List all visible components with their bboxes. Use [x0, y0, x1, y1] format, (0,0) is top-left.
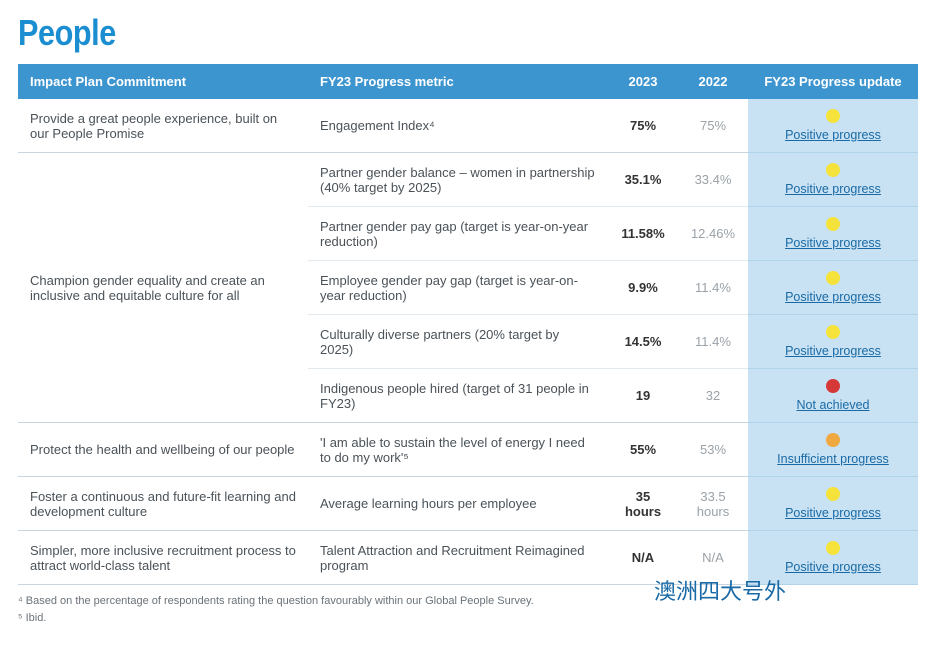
col-update: FY23 Progress update	[748, 64, 918, 99]
status-dot-icon	[826, 433, 840, 447]
status-link[interactable]: Positive progress	[785, 560, 881, 574]
col-metric: FY23 Progress metric	[308, 64, 608, 99]
value-2022: 32	[678, 369, 748, 423]
table-header-row: Impact Plan Commitment FY23 Progress met…	[18, 64, 918, 99]
value-2022: 75%	[678, 99, 748, 153]
status-link[interactable]: Positive progress	[785, 236, 881, 250]
value-2023: 35hours	[608, 477, 678, 531]
table-row: Provide a great people experience, built…	[18, 99, 918, 153]
progress-update-cell: Positive progress	[748, 99, 918, 153]
metric-cell: Indigenous people hired (target of 31 pe…	[308, 369, 608, 423]
footnote: ⁵ Ibid.	[18, 610, 918, 627]
commitment-cell: Protect the health and wellbeing of our …	[18, 423, 308, 477]
status-link[interactable]: Not achieved	[797, 398, 870, 412]
status-dot-icon	[826, 271, 840, 285]
table-row: Protect the health and wellbeing of our …	[18, 423, 918, 477]
value-2022: 12.46%	[678, 207, 748, 261]
col-2022: 2022	[678, 64, 748, 99]
status-dot-icon	[826, 109, 840, 123]
metric-cell: Employee gender pay gap (target is year-…	[308, 261, 608, 315]
col-2023: 2023	[608, 64, 678, 99]
status-link[interactable]: Positive progress	[785, 128, 881, 142]
value-2023: 9.9%	[608, 261, 678, 315]
progress-update-cell: Positive progress	[748, 477, 918, 531]
value-2023: 55%	[608, 423, 678, 477]
page-title: People	[18, 12, 783, 54]
value-2022: N/A	[678, 531, 748, 585]
commitment-cell: Simpler, more inclusive recruitment proc…	[18, 531, 308, 585]
footnote: ⁴ Based on the percentage of respondents…	[18, 593, 918, 610]
metric-cell: 'I am able to sustain the level of energ…	[308, 423, 608, 477]
metric-cell: Partner gender balance – women in partne…	[308, 153, 608, 207]
metric-cell: Engagement Index⁴	[308, 99, 608, 153]
footnotes: ⁴ Based on the percentage of respondents…	[18, 593, 918, 626]
status-link[interactable]: Positive progress	[785, 290, 881, 304]
value-2023: 19	[608, 369, 678, 423]
table-row: Foster a continuous and future-fit learn…	[18, 477, 918, 531]
status-link[interactable]: Insufficient progress	[777, 452, 889, 466]
metric-cell: Partner gender pay gap (target is year-o…	[308, 207, 608, 261]
status-link[interactable]: Positive progress	[785, 344, 881, 358]
col-commitment: Impact Plan Commitment	[18, 64, 308, 99]
status-dot-icon	[826, 163, 840, 177]
status-dot-icon	[826, 379, 840, 393]
value-2022: 33.4%	[678, 153, 748, 207]
status-dot-icon	[826, 217, 840, 231]
progress-update-cell: Positive progress	[748, 153, 918, 207]
value-2022: 53%	[678, 423, 748, 477]
progress-update-cell: Positive progress	[748, 207, 918, 261]
value-2022: 33.5hours	[678, 477, 748, 531]
value-2023: N/A	[608, 531, 678, 585]
commitment-cell: Champion gender equality and create an i…	[18, 153, 308, 423]
table-row: Simpler, more inclusive recruitment proc…	[18, 531, 918, 585]
impact-table: Impact Plan Commitment FY23 Progress met…	[18, 64, 918, 585]
value-2023: 35.1%	[608, 153, 678, 207]
value-2023: 11.58%	[608, 207, 678, 261]
metric-cell: Culturally diverse partners (20% target …	[308, 315, 608, 369]
status-link[interactable]: Positive progress	[785, 506, 881, 520]
progress-update-cell: Positive progress	[748, 261, 918, 315]
status-dot-icon	[826, 325, 840, 339]
status-link[interactable]: Positive progress	[785, 182, 881, 196]
value-2022: 11.4%	[678, 315, 748, 369]
table-row: Champion gender equality and create an i…	[18, 153, 918, 207]
metric-cell: Talent Attraction and Recruitment Reimag…	[308, 531, 608, 585]
progress-update-cell: Insufficient progress	[748, 423, 918, 477]
status-dot-icon	[826, 487, 840, 501]
progress-update-cell: Positive progress	[748, 315, 918, 369]
value-2023: 75%	[608, 99, 678, 153]
commitment-cell: Provide a great people experience, built…	[18, 99, 308, 153]
value-2022: 11.4%	[678, 261, 748, 315]
status-dot-icon	[826, 541, 840, 555]
progress-update-cell: Positive progress	[748, 531, 918, 585]
value-2023: 14.5%	[608, 315, 678, 369]
progress-update-cell: Not achieved	[748, 369, 918, 423]
metric-cell: Average learning hours per employee	[308, 477, 608, 531]
commitment-cell: Foster a continuous and future-fit learn…	[18, 477, 308, 531]
